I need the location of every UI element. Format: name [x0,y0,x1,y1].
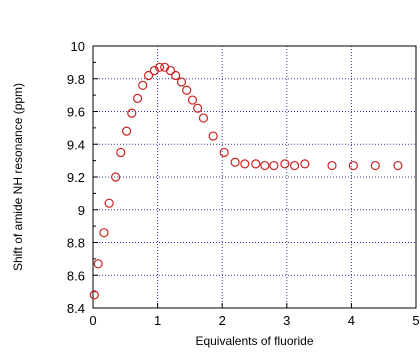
data-point [149,65,159,76]
data-point [208,131,218,141]
data-point [240,159,250,169]
data-point [370,160,380,171]
y-tick-label: 9.4 [67,137,85,152]
y-tick-label: 10 [71,39,85,54]
data-point [193,103,203,113]
data-point [182,85,192,95]
y-axis-label: Shift of amide NH resonance (ppm) [11,83,25,271]
data-point [93,259,103,269]
data-point [111,172,121,182]
data-point [393,160,403,171]
data-point [165,65,176,76]
data-point [187,95,198,105]
x-tick-label: 2 [219,313,226,328]
data-point [269,160,279,171]
x-axis-label: Equivalents of fluoride [195,334,313,348]
data-point [260,160,270,171]
data-point [348,160,358,171]
data-points [89,62,403,300]
y-tick-label: 8.6 [67,268,85,283]
data-point [171,70,181,81]
y-tick-label: 9.2 [67,170,85,185]
y-tick-label: 8.8 [67,236,85,251]
data-point [300,159,310,169]
axis-ticks: 0 1 2 3 4 5 8.4 8.6 8.8 9 9.2 9.4 9.6 9.8 10 [67,39,420,328]
y-tick-label: 9.6 [67,105,85,120]
data-point [219,147,229,158]
x-tick-label: 3 [283,313,290,328]
data-point [99,228,109,238]
data-point [198,113,209,123]
y-tick-label: 9.8 [67,72,85,87]
x-tick-label: 4 [348,313,355,328]
data-point [116,147,126,158]
data-point [176,77,187,87]
data-point [104,198,114,208]
data-point [89,290,99,300]
data-point [132,93,143,104]
data-point [251,159,261,169]
data-point [230,157,240,167]
data-point [143,70,154,81]
x-tick-label: 1 [154,313,161,328]
x-tick-label: 0 [89,313,96,328]
y-tick-label: 8.4 [67,301,85,316]
grid-lines [93,46,416,308]
y-tick-label: 9 [78,203,85,218]
data-point [127,108,137,118]
data-point [327,160,337,171]
data-point [154,62,165,72]
data-point [121,126,132,136]
data-point [138,80,148,90]
x-tick-label: 5 [412,313,419,328]
data-point [289,160,300,171]
data-point [280,159,290,169]
